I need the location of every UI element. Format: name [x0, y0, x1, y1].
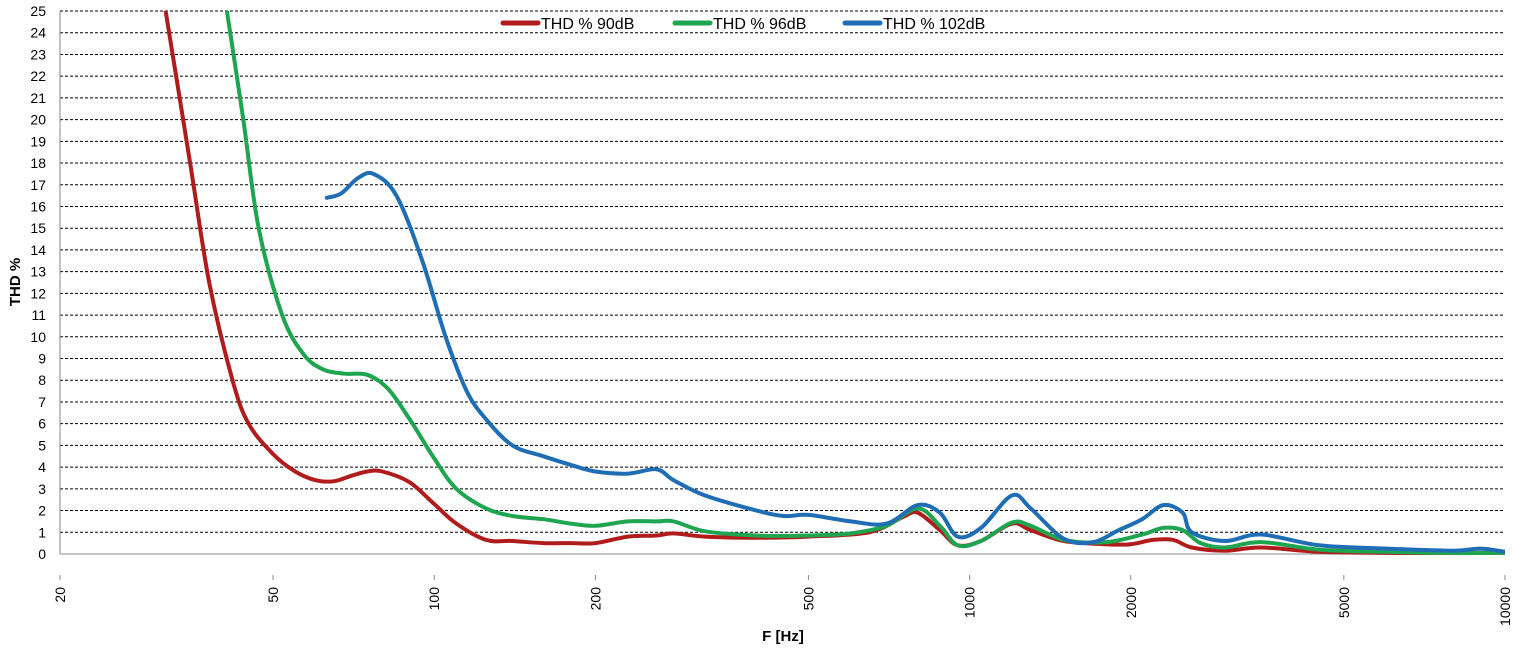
y-tick-label: 16 — [30, 198, 46, 214]
y-tick-label: 18 — [30, 155, 46, 171]
y-tick-label: 24 — [30, 25, 46, 41]
x-tick-label: 200 — [587, 587, 603, 611]
y-tick-label: 14 — [30, 242, 46, 258]
y-tick-label: 9 — [38, 351, 46, 367]
x-tick-labels: 20 50 100 200 500 1000 2000 5000 10000 — [52, 575, 1513, 626]
y-tick-label: 7 — [38, 394, 46, 410]
y-tick-label: 3 — [38, 481, 46, 497]
y-axis-title: THD % — [7, 258, 24, 306]
y-tick-label: 15 — [30, 220, 46, 236]
series-line-2 — [224, 11, 1505, 555]
y-tick-label: 8 — [38, 372, 46, 388]
x-tick-label: 1000 — [962, 587, 978, 618]
y-tick-label: 5 — [38, 437, 46, 453]
y-tick-label: 10 — [30, 329, 46, 345]
y-tick-label: 12 — [30, 285, 46, 301]
y-tick-label: 19 — [30, 133, 46, 149]
y-tick-labels: 0123456789101112131415161718192021222324… — [30, 3, 46, 562]
y-tick-label: 25 — [30, 3, 46, 19]
y-tick-label: 11 — [31, 307, 46, 323]
y-tick-label: 20 — [30, 112, 46, 128]
y-tick-label: 2 — [38, 503, 46, 519]
legend-label: THD % 90dB — [541, 16, 634, 33]
series-lines — [163, 11, 1505, 555]
x-tick-label: 50 — [265, 587, 281, 603]
y-tick-label: 4 — [38, 459, 46, 475]
x-tick-label: 20 — [52, 587, 68, 603]
x-tick-label: 5000 — [1336, 587, 1352, 618]
legend: THD % 90dB THD % 96dB THD % 102dB — [500, 16, 985, 33]
y-tick-label: 6 — [38, 416, 46, 432]
y-tick-label: 17 — [30, 177, 46, 193]
y-tick-label: 13 — [30, 264, 46, 280]
x-axis-title: F [Hz] — [762, 628, 804, 645]
x-tick-label: 500 — [800, 587, 816, 611]
x-tick-label: 10000 — [1497, 587, 1513, 626]
y-tick-label: 21 — [30, 90, 46, 106]
legend-label: THD % 96dB — [713, 16, 806, 33]
x-tick-label: 100 — [426, 587, 442, 611]
y-tick-label: 1 — [38, 524, 46, 540]
series-line-1 — [163, 11, 1505, 555]
series-line-3 — [324, 170, 1505, 554]
x-tick-label: 2000 — [1123, 587, 1139, 618]
y-tick-label: 0 — [38, 546, 46, 562]
y-gridlines — [60, 10, 1505, 533]
legend-label: THD % 102dB — [883, 16, 985, 33]
y-tick-label: 22 — [30, 68, 46, 84]
y-tick-label: 23 — [30, 46, 46, 62]
